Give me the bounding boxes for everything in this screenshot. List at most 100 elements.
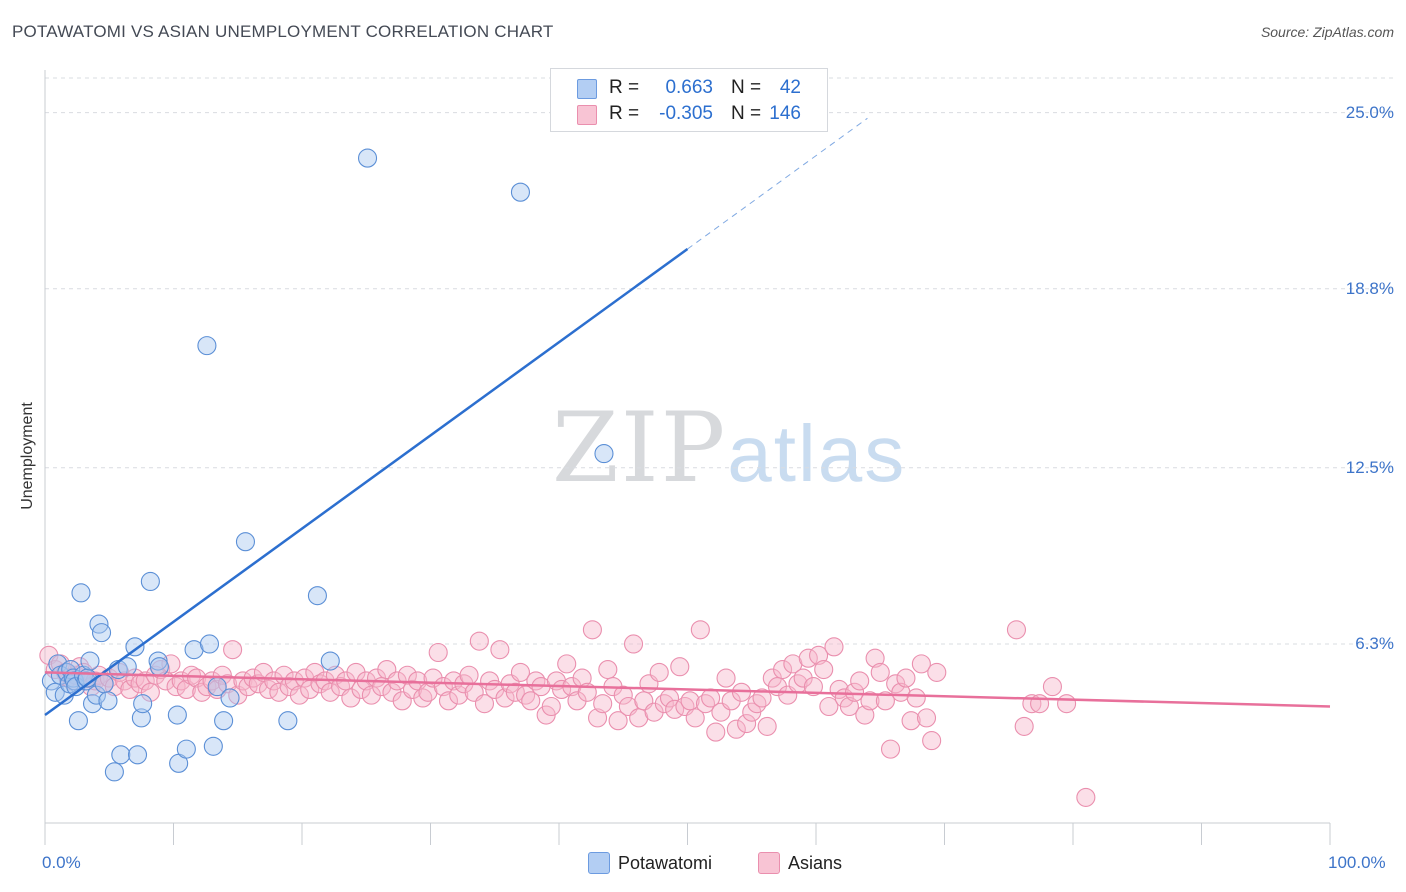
asians-point [916,708,937,728]
potawatomi-point [235,532,256,552]
asians-point [495,688,515,708]
asians-point [608,711,628,731]
potawatomi-point [197,336,217,356]
asians-point [449,685,469,705]
asians-point [490,640,510,660]
asians-point [680,691,700,711]
stats-box: R = 0.663 N = 42 R = -0.305 N = 146 [550,68,828,132]
asians-point [587,708,608,728]
asians-point [752,688,772,708]
legend-item-asians[interactable]: Asians [758,852,842,874]
potawatomi-point [71,583,91,603]
asians-point [120,679,140,699]
asians-point [413,688,433,708]
y-tick-label: 18.8% [1345,278,1394,298]
legend-item-potawatomi[interactable]: Potawatomi [588,852,712,874]
potawatomi-point [91,623,112,643]
potawatomi-trend-extension [687,117,868,250]
watermark-zip: ZIP [552,392,728,504]
asians-trend-line [44,671,1331,708]
stats-n-value: 42 [779,77,801,98]
potawatomi-point [199,634,220,654]
asians-point [803,677,823,697]
asians-point [814,660,834,680]
asians-point [906,688,926,708]
stats-n-value: 146 [769,103,801,124]
asians-point [474,694,495,714]
potawatomi-point [131,708,151,728]
asians-point [598,660,618,680]
asians-point [819,696,839,717]
potawatomi-point [176,739,196,759]
asians-point [1006,620,1027,640]
stats-r-value: -0.305 [659,103,713,124]
asians-point [757,716,777,736]
asians-point [773,660,793,680]
y-tick-label: 6.3% [1355,633,1394,653]
asians-point [582,620,602,640]
stats-n-label: N = [731,103,762,124]
asians-point [320,682,340,702]
legend-swatch-potawatomi [588,852,610,874]
potawatomi-point [86,685,106,705]
asians-point [901,711,921,731]
stats-row-potawatomi: R = 0.663 N = 42 [551,75,827,101]
asians-point [855,705,875,725]
asians-point [593,694,613,714]
potawatomi-point [104,762,124,782]
asians-point [1057,694,1077,714]
asians-point [397,665,417,685]
asians-point [865,648,885,668]
legend-label-asians: Asians [788,852,843,873]
asians-point [922,731,942,751]
stats-swatch-asians [577,105,597,125]
asians-point [716,668,736,688]
potawatomi-trend-line [44,248,689,717]
y-tick-label: 12.5% [1345,457,1394,477]
asians-point [140,682,160,702]
asians-point [1030,694,1050,714]
legend-label-potawatomi: Potawatomi [618,852,713,873]
asians-point [870,662,890,682]
stats-r-label: R = [609,103,640,124]
chart-source: Source: ZipAtlas.com [1260,24,1394,40]
potawatomi-point [148,651,168,671]
potawatomi-point [127,745,148,765]
asians-point [695,694,716,714]
watermark: ZIPatlas [552,400,906,497]
potawatomi-point [214,711,234,731]
asians-point [927,662,947,682]
asians-point [690,620,710,640]
x-tick-label-min: 0.0% [42,853,81,872]
asians-point [428,642,448,663]
potawatomi-point [278,711,298,731]
asians-point [706,722,726,742]
asians-point [654,694,674,714]
asians-point [521,691,541,711]
asians-point [911,654,931,674]
potawatomi-point [594,444,614,464]
asians-point [541,696,561,717]
stats-swatch-potawatomi [577,79,597,99]
potawatomi-point [220,688,240,708]
x-tick-label-max: 100.0% [1328,853,1386,872]
stats-row-asians: R = -0.305 N = 146 [551,101,827,127]
asians-point [809,645,829,665]
potawatomi-point [111,745,131,765]
asians-point [269,682,289,702]
asians-point [875,691,895,711]
potawatomi-point [140,571,160,592]
y-tick-label: 25.0% [1345,102,1394,122]
potawatomi-point [167,705,187,725]
stats-r-label: R = [609,77,640,98]
asians-point [510,662,531,682]
potawatomi-point [307,586,327,606]
asians-point [289,685,309,705]
asians-point [649,662,669,682]
asians-point [1014,716,1034,736]
asians-point [438,691,459,711]
stats-n-label: N = [731,77,762,98]
asians-point [1042,677,1062,697]
potawatomi-point [68,711,88,731]
